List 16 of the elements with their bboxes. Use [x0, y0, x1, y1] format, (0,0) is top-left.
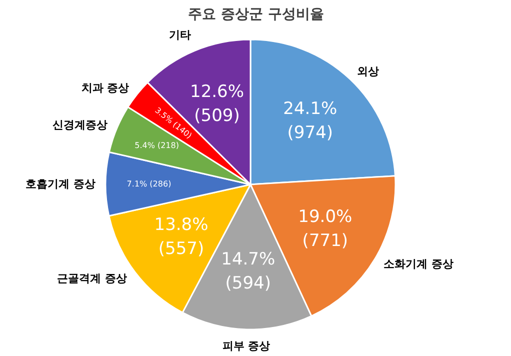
chart-title: 주요 증상군 구성비율 — [188, 6, 324, 22]
data-label: 7.1% (286) — [126, 180, 172, 189]
slice-label: 치과 증상 — [81, 81, 130, 94]
slice-label: 소화기계 증상 — [384, 258, 454, 271]
slice-label: 기타 — [168, 28, 191, 42]
slice-label: 신경계증상 — [52, 118, 108, 132]
data-label: 12.6% (509) — [190, 82, 244, 126]
slice-label: 근골격계 증상 — [57, 272, 128, 285]
data-label: 24.1% (974) — [283, 99, 338, 144]
data-label: 5.4% (218) — [134, 140, 179, 150]
slice-label: 외상 — [356, 65, 379, 78]
data-label: 19.0% (771) — [298, 207, 352, 252]
data-label: 13.8% (557) — [154, 215, 208, 260]
data-label: 14.7% (594) — [221, 249, 276, 294]
slice-label: 피부 증상 — [222, 340, 270, 353]
slice-label: 호흡기계 증상 — [26, 177, 96, 190]
